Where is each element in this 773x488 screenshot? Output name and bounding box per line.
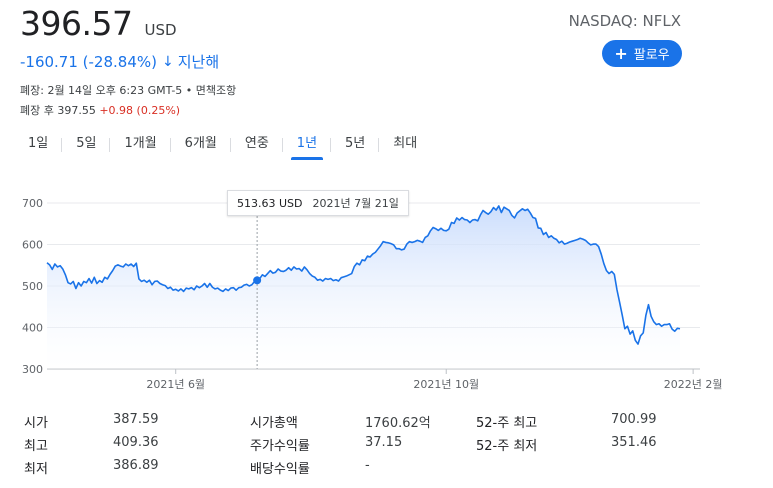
stat-value-mkt-cap: 1760.62억 [365, 416, 431, 431]
stat-label-mkt-cap: 시가총액 [250, 416, 298, 431]
range-tabs: 1일 5일 1개월 6개월 연중 1년 5년 최대 [14, 130, 431, 160]
plus-icon: + [614, 43, 628, 63]
chart-line [46, 205, 681, 345]
tab-ytd[interactable]: 연중 [231, 130, 283, 160]
ticker-symbol: NASDAQ: NFLX [568, 12, 681, 30]
stat-value-52w-low: 351.46 [611, 435, 657, 450]
stat-value-pe-ratio: 37.15 [365, 435, 403, 450]
current-price: 396.57 [20, 4, 133, 43]
stat-value-div-yield: - [365, 458, 370, 473]
after-hours-info: 폐장 후 397.55 +0.98 (0.25%) [20, 102, 180, 118]
y-tick-label: 300 [22, 363, 43, 376]
follow-label: 팔로우 [633, 48, 670, 63]
after-hours-change: +0.98 (0.25%) [99, 104, 181, 117]
stat-value-open: 387.59 [113, 412, 159, 427]
chart-tooltip: 513.63 USD 2021년 7월 21일 [227, 190, 409, 216]
x-tick-label: 2021년 6월 [146, 378, 205, 391]
price-chart[interactable]: 700 600 500 400 300 2021년 6월 2021년 10월 2022년 2월 [0, 180, 773, 395]
tab-6m[interactable]: 6개월 [171, 130, 232, 160]
x-tick-label: 2021년 10월 [413, 378, 479, 391]
follow-button[interactable]: + 팔로우 [602, 40, 682, 67]
hover-point [253, 276, 262, 285]
tab-1m[interactable]: 1개월 [110, 130, 171, 160]
tab-1y[interactable]: 1년 [283, 130, 332, 160]
tab-5y[interactable]: 5년 [331, 130, 380, 160]
x-tick-label: 2022년 2월 [664, 378, 723, 391]
stat-label-div-yield: 배당수익률 [250, 462, 310, 477]
after-hours-label: 폐장 후 397.55 [20, 104, 96, 117]
stat-label-low: 최저 [24, 462, 48, 477]
stat-label-open: 시가 [24, 416, 48, 431]
stat-label-52w-low: 52-주 최저 [476, 439, 538, 454]
stat-label-52w-high: 52-주 최고 [476, 416, 538, 431]
y-tick-label: 600 [22, 239, 43, 252]
price-change: -160.71 (-28.84%) ↓ 지난해 [20, 51, 219, 72]
chart-area-fill [47, 205, 680, 369]
y-tick-label: 700 [22, 197, 43, 210]
tooltip-price: 513.63 USD [237, 196, 303, 210]
stat-value-high: 409.36 [113, 435, 159, 450]
stat-label-high: 최고 [24, 439, 48, 454]
stat-value-low: 386.89 [113, 458, 159, 473]
tooltip-date: 2021년 7월 21일 [312, 197, 399, 210]
tab-1d[interactable]: 1일 [14, 130, 63, 160]
tab-max[interactable]: 최대 [393, 136, 418, 151]
price-row: 396.57 USD [20, 4, 177, 43]
price-chart-svg[interactable]: 700 600 500 400 300 2021년 6월 2021년 10월 2022년 2월 [0, 180, 773, 395]
change-period: 지난해 [177, 53, 220, 71]
change-value: -160.71 (-28.84%) [20, 52, 157, 71]
tab-5d[interactable]: 5일 [62, 130, 111, 160]
y-tick-label: 400 [22, 322, 43, 335]
currency-label: USD [144, 21, 177, 39]
y-tick-label: 500 [22, 280, 43, 293]
arrow-down-icon: ↓ [161, 53, 174, 70]
stat-label-pe-ratio: 주가수익률 [250, 439, 310, 454]
close-info: 폐장: 2월 14일 오후 6:23 GMT-5 • 면책조항 [20, 84, 237, 97]
stat-value-52w-high: 700.99 [611, 412, 657, 427]
